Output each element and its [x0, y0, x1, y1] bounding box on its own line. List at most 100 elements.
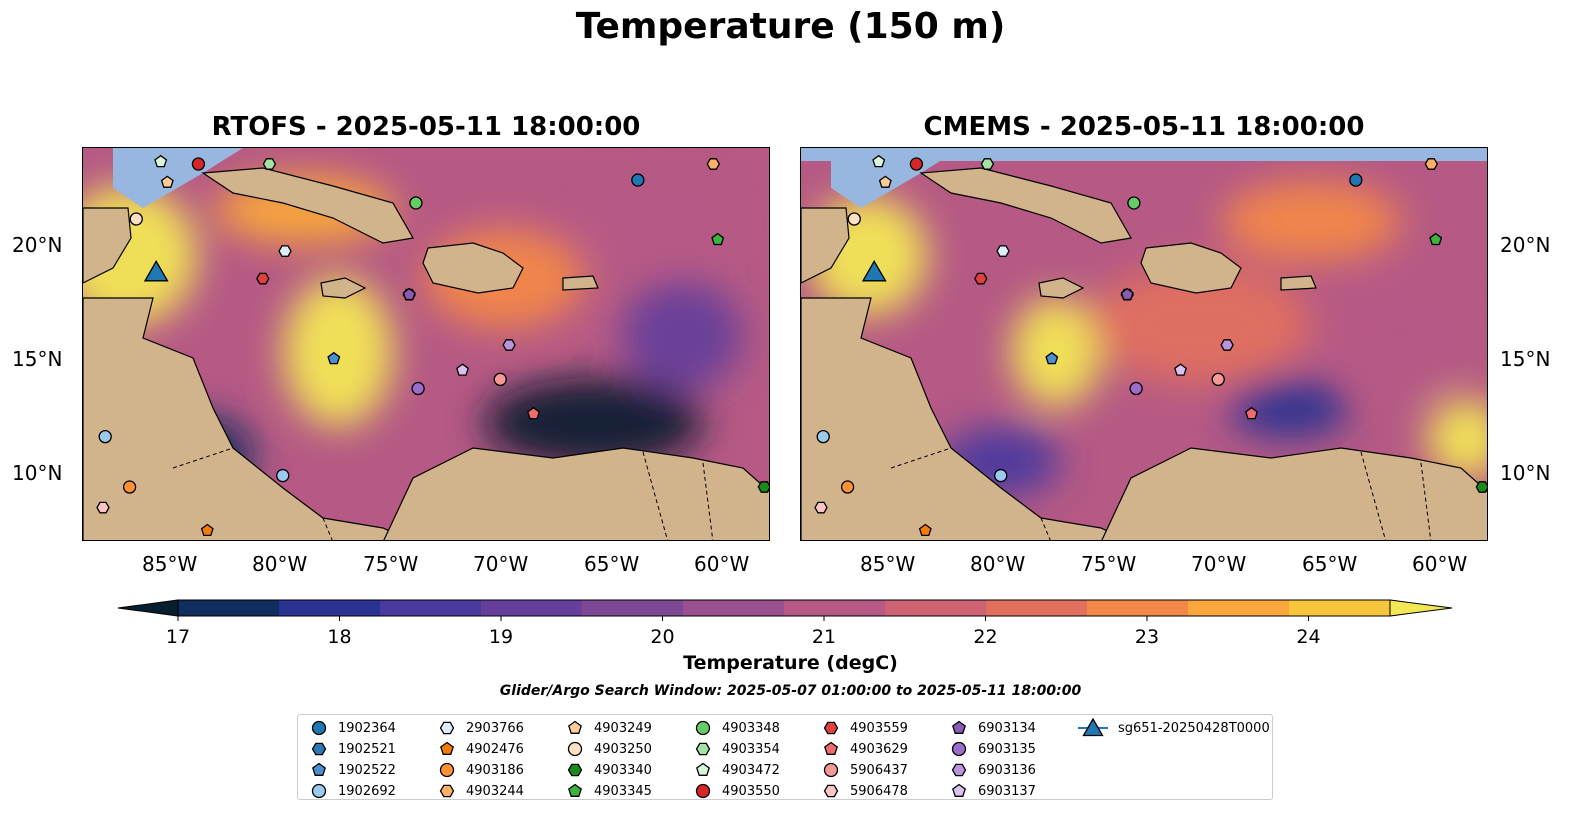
legend-marker-4903244 — [439, 784, 455, 798]
float-1902692b — [994, 468, 1008, 483]
float-6903134 — [1120, 287, 1134, 301]
colorbar-segment — [683, 600, 785, 616]
float-6903135 — [411, 381, 425, 396]
legend-marker-1902364 — [311, 720, 327, 736]
legend-label: 1902522 — [338, 762, 396, 778]
float-4903345 — [1429, 232, 1443, 246]
colorbar: 17 18 19 20 21 22 23 24 — [117, 599, 1453, 648]
legend-label: 1902364 — [338, 720, 396, 736]
land-0 — [83, 297, 411, 540]
lat-tick-15-left: 15°N — [12, 347, 63, 371]
temperature-anomaly-7 — [1340, 280, 1461, 391]
legend-item: 4903340 — [566, 760, 652, 780]
float-4903559 — [256, 272, 270, 285]
temperature-anomaly-1 — [283, 276, 394, 427]
float-1902692 — [816, 429, 830, 444]
legend-label: 6903135 — [978, 741, 1036, 757]
colorbar-tick-label: 20 — [650, 626, 674, 648]
float-5906478 — [96, 501, 110, 514]
float-5906437 — [493, 372, 507, 387]
legend-marker-sg651-20250428T0000 — [1082, 718, 1104, 737]
glider-marker — [143, 259, 169, 282]
legend-marker-6903137 — [952, 783, 966, 797]
colorbar-segment — [481, 600, 583, 616]
legend-label: 4903249 — [594, 720, 652, 736]
temperature-anomaly-3 — [1229, 379, 1350, 440]
land-4 — [1140, 242, 1242, 294]
float-4903244 — [1424, 158, 1439, 170]
legend-marker-1902692 — [311, 783, 327, 799]
legend-item: 4903629 — [822, 739, 908, 759]
colorbar-segment — [784, 600, 886, 616]
legend-item: 4903345 — [566, 781, 652, 801]
float-4903244 — [706, 158, 721, 170]
land-4 — [422, 242, 524, 294]
legend-item: 6903135 — [950, 739, 1036, 759]
colorbar-segment — [1289, 600, 1391, 616]
legend-label: 1902692 — [338, 783, 396, 799]
colorbar-tick-label: 19 — [489, 626, 513, 648]
colorbar-tick-label: 21 — [812, 626, 836, 648]
legend-label: 2903766 — [466, 720, 524, 736]
legend: 1902364 1902521 1902522 1902692 2903766 49024… — [297, 714, 1273, 800]
figure-title: Temperature (150 m) — [575, 6, 1006, 47]
float-1902522 — [1045, 351, 1059, 365]
land-2 — [383, 447, 769, 540]
colorbar-label: Temperature (degC) — [683, 652, 898, 674]
lon-tick-65-right: 65°W — [1302, 552, 1358, 576]
temperature-anomaly-5 — [1090, 264, 1311, 385]
legend-label: sg651-20250428T0000 — [1118, 720, 1270, 736]
legend-label: 6903137 — [978, 783, 1036, 799]
country-borders — [172, 447, 714, 540]
land-3 — [201, 167, 414, 244]
lon-tick-85-right: 85°W — [860, 552, 916, 576]
float-4903340 — [757, 481, 769, 493]
lat-tick-10-left: 10°N — [12, 461, 63, 485]
legend-item: sg651-20250428T0000 — [1078, 718, 1270, 738]
legend-label: 4903629 — [850, 741, 908, 757]
legend-label: 4903250 — [594, 741, 652, 757]
legend-label: 4902476 — [466, 741, 524, 757]
float-2903766 — [278, 245, 292, 257]
legend-item: 1902522 — [310, 760, 396, 780]
float-4903249 — [160, 175, 174, 188]
colorbar-frame — [177, 599, 1391, 617]
legend-marker-4903472 — [696, 762, 710, 776]
legend-item: 4902476 — [438, 739, 524, 759]
legend-item: 4903472 — [694, 760, 780, 780]
lon-tick-75-right: 75°W — [1081, 552, 1137, 576]
legend-label: 5906478 — [850, 783, 908, 799]
search-window-text: Glider/Argo Search Window: 2025-05-07 01… — [499, 683, 1082, 699]
lon-tick-75-left: 75°W — [363, 552, 419, 576]
legend-item: 2903766 — [438, 718, 524, 738]
float-4903629 — [527, 406, 540, 420]
colorbar-tick-label: 23 — [1135, 626, 1159, 648]
float-1902364 — [1349, 173, 1363, 187]
legend-label: 4903348 — [722, 720, 780, 736]
lat-tick-15-right: 15°N — [1500, 347, 1551, 371]
float-6903136 — [502, 339, 516, 351]
legend-item: 4903250 — [566, 739, 652, 759]
panel-title-rtofs: RTOFS - 2025-05-11 18:00:00 — [211, 112, 641, 142]
float-4902476 — [918, 523, 932, 537]
legend-item: 1902364 — [310, 718, 396, 738]
legend-marker-4903186 — [439, 762, 455, 778]
float-4903250 — [129, 212, 143, 226]
legend-item: 4903559 — [822, 718, 908, 738]
temperature-anomaly-7 — [590, 176, 731, 267]
float-4903340 — [1475, 481, 1487, 493]
legend-marker-4903348 — [695, 720, 711, 736]
temperature-anomaly-4 — [622, 280, 743, 391]
float-4903629 — [1245, 406, 1258, 420]
land-5 — [1038, 277, 1085, 299]
colorbar-tick-label: 24 — [1296, 626, 1320, 648]
legend-label: 6903136 — [978, 762, 1036, 778]
legend-marker-4902476 — [440, 741, 454, 755]
legend-item: 6903136 — [950, 760, 1036, 780]
float-4902476 — [200, 523, 214, 537]
land-6 — [1280, 275, 1317, 291]
panel-title-cmems: CMEMS - 2025-05-11 18:00:00 — [923, 112, 1365, 142]
float-6903134 — [402, 287, 416, 301]
legend-marker-4903249 — [568, 720, 582, 734]
shallow-shelf-1 — [113, 148, 243, 208]
